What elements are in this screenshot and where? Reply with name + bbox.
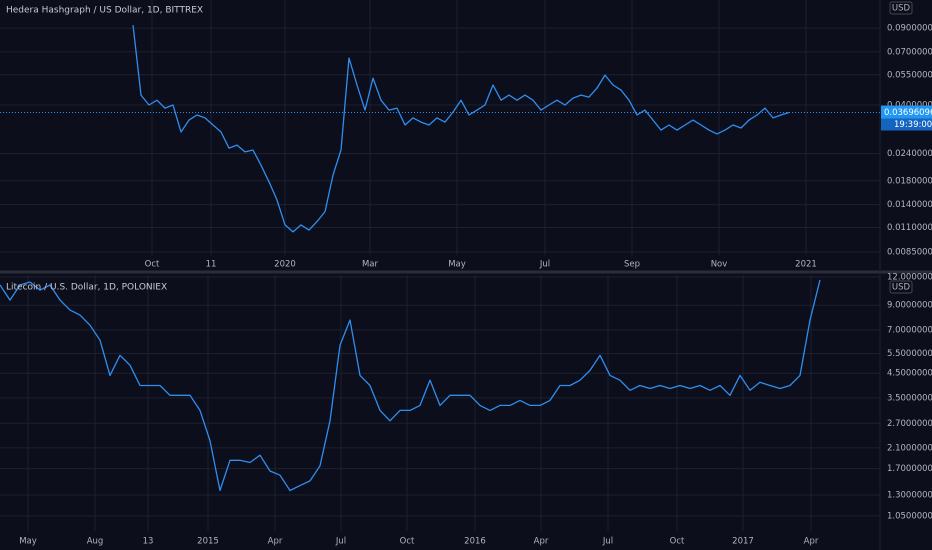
y-tick-label: 2.70000000 <box>887 419 932 429</box>
x-tick-label: Nov <box>711 260 728 270</box>
y-tick-label: 12.00000000 <box>887 273 932 283</box>
x-tick-label: Oct <box>670 537 685 547</box>
y-tick-label: 4.50000000 <box>887 369 932 379</box>
countdown-label: 19:39:00 <box>894 120 932 130</box>
current-price-label: 0.03696096 <box>884 108 932 118</box>
y-tick-label: 0.00850000 <box>887 247 932 257</box>
y-tick-label: 9.00000000 <box>887 301 932 311</box>
y-tick-label: 2.10000000 <box>887 443 932 453</box>
x-tick-label: 2017 <box>732 537 754 547</box>
y-tick-label: 1.05000000 <box>887 511 932 521</box>
x-tick-label: Oct <box>145 260 160 270</box>
x-tick-label: Jul <box>335 537 346 547</box>
x-tick-label: May <box>448 260 466 270</box>
y-tick-label: 1.30000000 <box>887 490 932 500</box>
x-tick-label: Apr <box>534 537 549 547</box>
x-tick-label: 2020 <box>274 260 296 270</box>
x-tick-label: Mar <box>362 260 379 270</box>
x-tick-label: Jul <box>539 260 550 270</box>
y-tick-label: 3.50000000 <box>887 393 932 403</box>
currency-label: USD <box>892 283 911 293</box>
x-tick-label: Sep <box>624 260 640 270</box>
chart-title: Hedera Hashgraph / US Dollar, 1D, BITTRE… <box>6 6 203 16</box>
chart-title: Litecoin / U.S. Dollar, 1D, POLONIEX <box>6 283 167 293</box>
y-tick-label: 1.70000000 <box>887 464 932 474</box>
x-tick-label: May <box>19 537 37 547</box>
currency-label: USD <box>892 4 911 14</box>
x-tick-label: 11 <box>206 260 217 270</box>
price-line <box>132 25 790 233</box>
x-tick-label: Apr <box>804 537 819 547</box>
x-tick-label: 2021 <box>795 260 817 270</box>
y-tick-label: 7.00000000 <box>887 325 932 335</box>
price-line <box>0 279 821 492</box>
currency-box <box>889 280 913 294</box>
current-price-box <box>881 105 932 119</box>
x-tick-label: 2015 <box>197 537 219 547</box>
x-tick-label: Oct <box>400 537 415 547</box>
currency-box <box>889 1 913 15</box>
x-tick-label: 13 <box>143 537 154 547</box>
countdown-box <box>881 118 932 131</box>
x-tick-label: Jul <box>602 537 613 547</box>
y-tick-label: 5.50000000 <box>887 349 932 359</box>
x-tick-label: Aug <box>87 537 104 547</box>
x-tick-label: 2016 <box>464 537 486 547</box>
x-tick-label: Apr <box>268 537 283 547</box>
